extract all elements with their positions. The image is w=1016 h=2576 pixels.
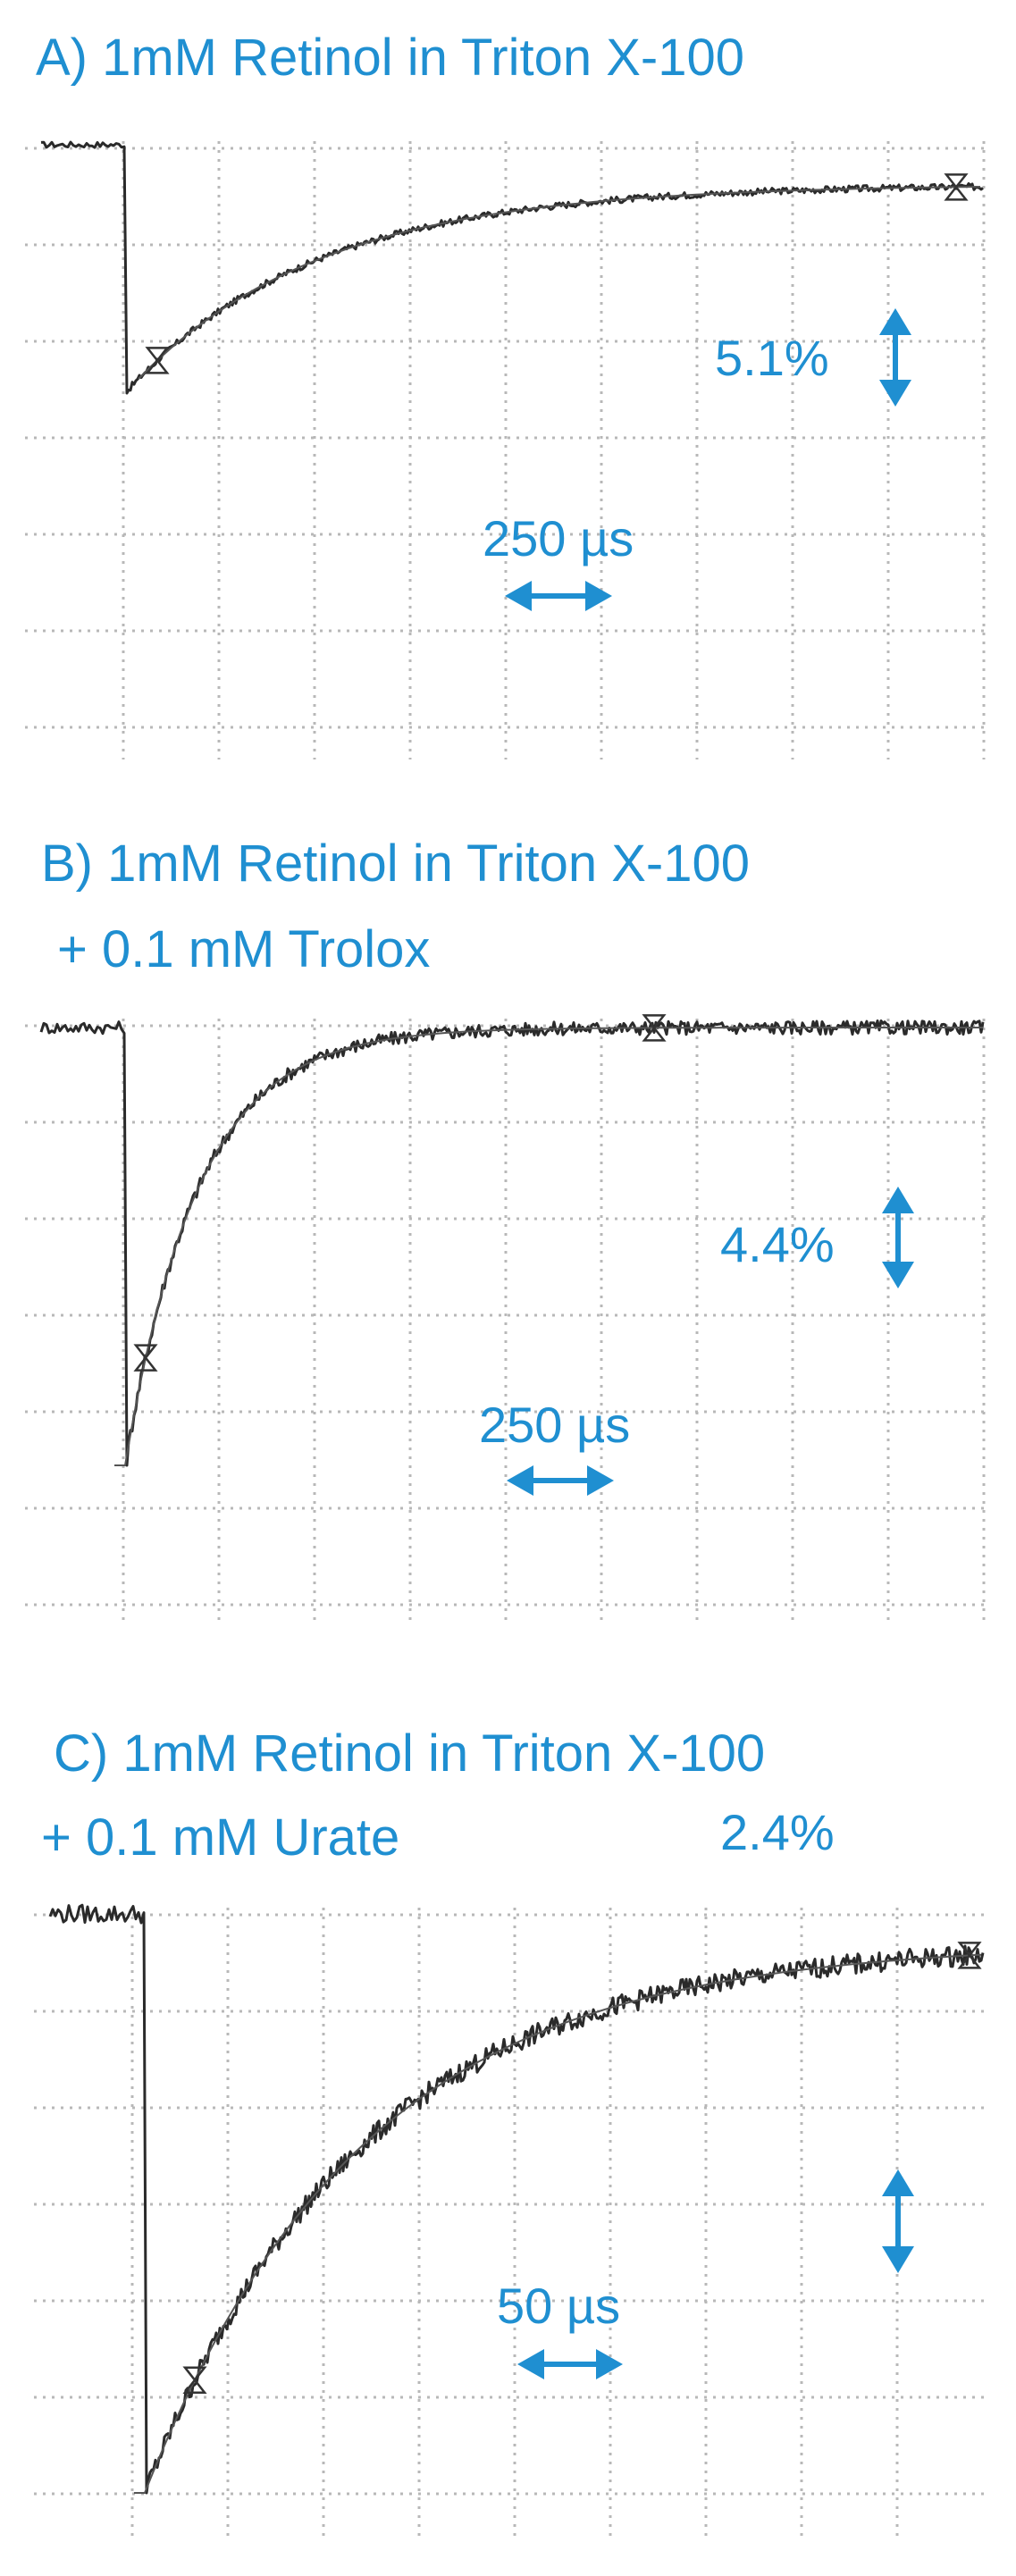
end-cursor-marker [642,1014,667,1042]
panel-b-time-label: 250 µs [479,1397,630,1453]
panel-c-title: C) 1mM Retinol in Triton X-100 [54,1724,765,1783]
panel-c: C) 1mM Retinol in Triton X-100 + 0.1 mM … [34,1724,987,2542]
end-cursor-marker [944,173,969,201]
start-cursor-marker [145,347,170,374]
panel-c-cursors [182,1942,982,2394]
panel-a-fit-curve [138,186,981,380]
panel-a-title: A) 1mM Retinol in Triton X-100 [36,29,744,87]
panel-c-fit-curve [134,1953,982,2494]
panel-c-subtitle: + 0.1 mM Urate [41,1808,399,1867]
panel-a-amplitude-label: 5.1% [715,330,829,386]
panel-a-cursors [145,173,969,374]
start-cursor-marker [133,1344,158,1372]
panel-a-trace [40,140,984,395]
panel-b: B) 1mM Retinol in Triton X-100 + 0.1 mM … [25,835,987,1626]
panel-a-time-label: 250 µs [483,510,634,566]
panel-b-cursors [133,1014,667,1372]
panel-c-amplitude-arrow [882,2169,914,2273]
panel-a-grid [25,141,987,759]
panel-b-grid [25,1019,987,1626]
panel-b-title: B) 1mM Retinol in Triton X-100 [41,835,750,893]
panel-c-trace [48,1903,985,2495]
panel-b-amplitude-arrow [882,1187,914,1288]
panel-c-grid [34,1908,987,2542]
panel-b-subtitle: + 0.1 mM Trolox [57,920,430,978]
panel-a: A) 1mM Retinol in Triton X-100 5.1% 250 … [25,29,987,759]
panel-b-fit-curve [114,1027,983,1466]
panel-c-time-arrow [517,2349,623,2379]
panel-a-time-arrow [505,581,612,611]
panel-a-amplitude-arrow [879,308,911,407]
end-cursor-marker [957,1942,982,1969]
panel-c-time-label: 50 µs [497,2278,620,2334]
panel-b-amplitude-label: 4.4% [720,1216,835,1272]
panel-c-amplitude-label: 2.4% [720,1804,835,1860]
start-cursor-marker [182,2366,207,2394]
panel-b-time-arrow [507,1465,614,1496]
